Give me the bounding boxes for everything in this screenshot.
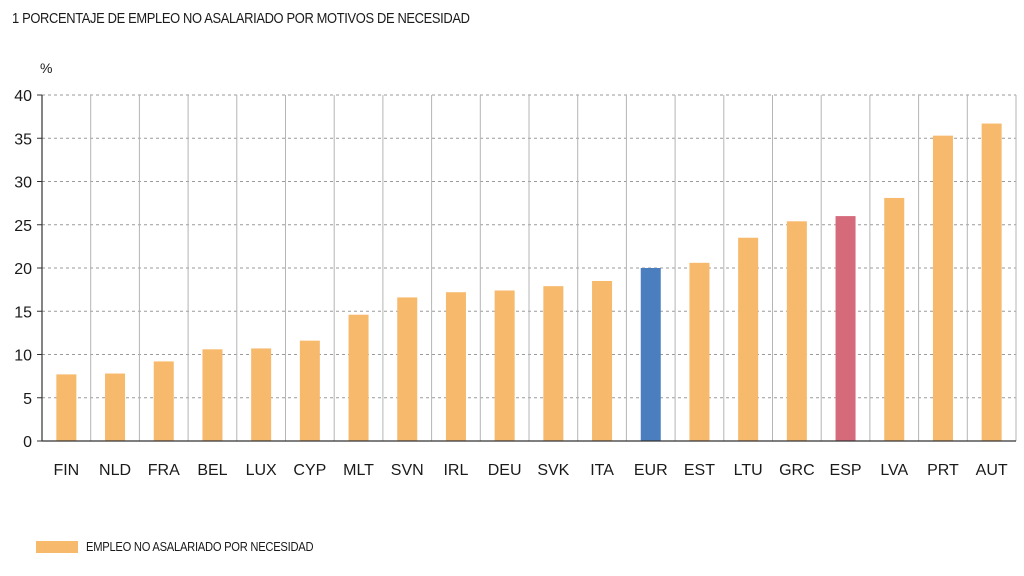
y-axis-unit-label: % (40, 60, 52, 76)
x-tick-labels: FIN NLD FRA BEL LUX CYP MLT SVN IRL DEU SVK ITA EUR E… (53, 462, 1007, 479)
legend: EMPLEO NO ASALARIADO POR NECESIDAD (36, 539, 350, 554)
x-tick-label: FRA (148, 462, 180, 479)
bar-ltu (738, 237, 759, 441)
bar-bel (202, 349, 223, 441)
x-tick-label: EUR (634, 462, 668, 479)
bar-est (689, 262, 710, 441)
bar-irl (445, 292, 466, 441)
y-tick-label: 15 (14, 304, 32, 321)
bar-deu (494, 290, 515, 441)
x-tick-label: FIN (53, 462, 79, 479)
legend-swatch (36, 540, 78, 553)
x-tick-label: LUX (246, 462, 277, 479)
bar-fra (153, 361, 174, 441)
y-tick-labels: 0 5 10 15 20 25 30 35 40 (14, 88, 32, 451)
x-tick-label: BEL (197, 462, 227, 479)
x-tick-label: SVK (537, 462, 569, 479)
bar-eur (640, 268, 661, 441)
y-tick-label: 40 (14, 88, 32, 105)
bar-lux (251, 348, 272, 441)
bar-svn (397, 297, 418, 441)
x-tick-label: GRC (779, 462, 815, 479)
x-tick-label: EST (684, 462, 715, 479)
x-tick-label: AUT (976, 462, 1008, 479)
bar-nld (105, 373, 126, 441)
x-tick-label: SVN (391, 462, 424, 479)
x-tick-label: IRL (443, 462, 468, 479)
y-tick-label: 0 (23, 434, 32, 451)
x-tick-label: NLD (99, 462, 131, 479)
bar-ita (592, 280, 613, 441)
grid-lines (42, 94, 1017, 441)
axes (37, 94, 1016, 442)
x-tick-label: LTU (734, 462, 763, 479)
legend-label: EMPLEO NO ASALARIADO POR NECESIDAD (86, 539, 314, 554)
x-tick-label: DEU (488, 462, 522, 479)
bar-esp (835, 216, 856, 441)
bar-lva (884, 197, 905, 441)
x-tick-label: CYP (293, 462, 326, 479)
bars (56, 123, 1002, 442)
bar-mlt (348, 314, 369, 441)
y-tick-label: 20 (14, 261, 32, 278)
y-tick-label: 5 (23, 391, 32, 408)
chart-title: 1 PORCENTAJE DE EMPLEO NO ASALARIADO POR… (12, 10, 470, 27)
bar-prt (932, 135, 953, 441)
x-tick-label: LVA (880, 462, 908, 479)
x-tick-label: ESP (830, 462, 862, 479)
bar-fin (56, 374, 77, 441)
y-tick-label: 25 (14, 218, 32, 235)
x-tick-label: ITA (590, 462, 614, 479)
bar-svk (543, 286, 564, 441)
y-tick-label: 10 (14, 348, 32, 365)
bar-aut (981, 123, 1002, 442)
bar-cyp (299, 340, 320, 441)
y-tick-label: 35 (14, 131, 32, 148)
bar-grc (786, 221, 807, 441)
x-tick-label: MLT (343, 462, 374, 479)
x-tick-label: PRT (927, 462, 959, 479)
y-tick-label: 30 (14, 175, 32, 192)
